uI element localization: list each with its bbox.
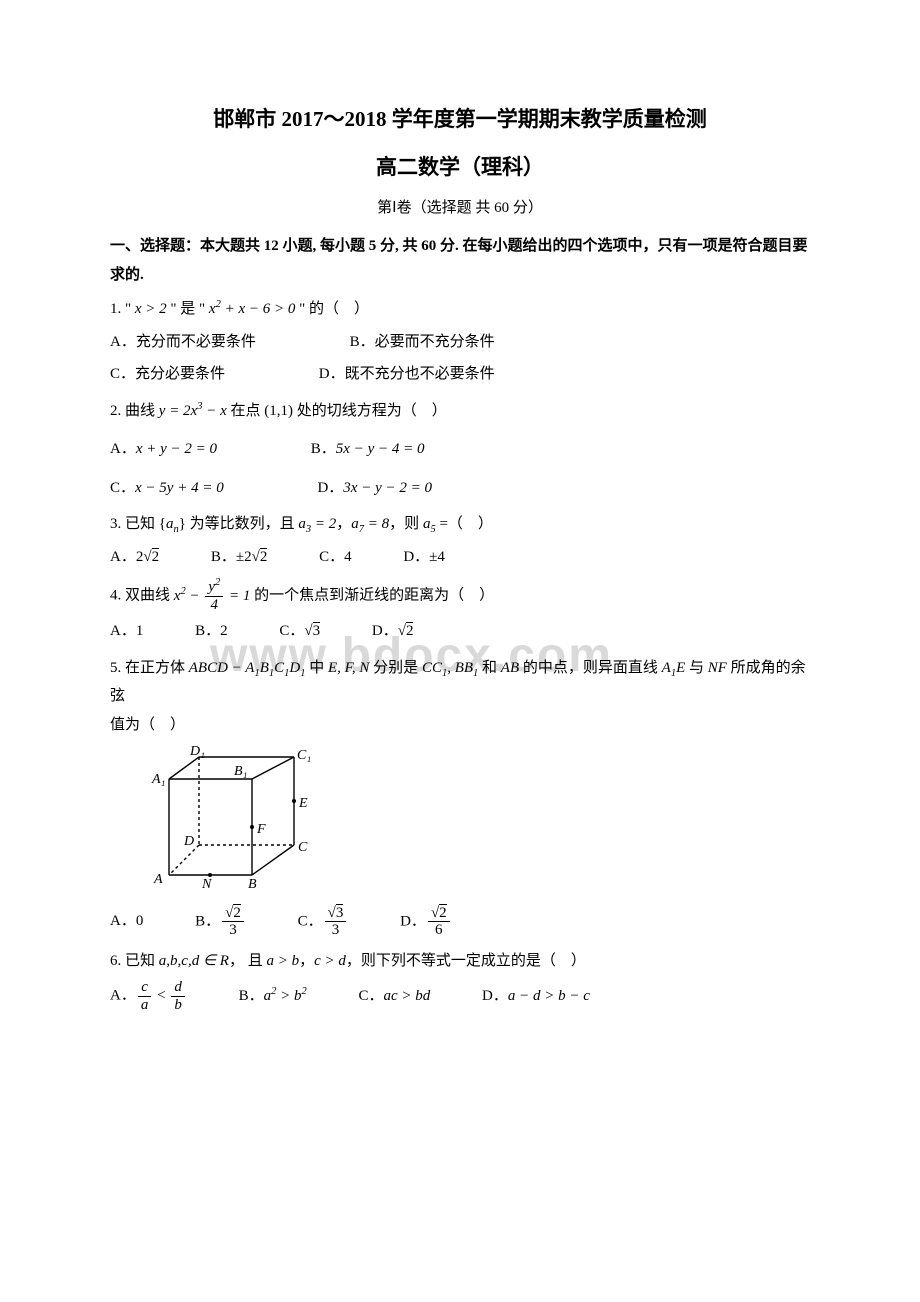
q1-expr1: x > 2 bbox=[135, 301, 167, 317]
lbl-a: A bbox=[153, 872, 163, 887]
lbl-n: N bbox=[201, 877, 212, 890]
q1-stem-post: " 的（ ） bbox=[295, 301, 369, 317]
q4-opt-a: A．1 bbox=[110, 617, 143, 646]
q3-a7: a7 = 8 bbox=[351, 516, 389, 532]
section-head: 第Ⅰ卷（选择题 共 60 分） bbox=[110, 194, 810, 223]
question-5: 5. 在正方体 ABCD − A1B1C1D1 中 E, F, N 分别是 CC… bbox=[110, 654, 810, 939]
q5-line2: 值为（ ） bbox=[110, 711, 810, 740]
lbl-e: E bbox=[298, 796, 308, 811]
q3-a5: a5 bbox=[423, 516, 436, 532]
q6-comma: ， bbox=[299, 953, 314, 969]
q4-opt-c: C．√3 bbox=[279, 617, 320, 646]
q2-stem-pre: 2. 曲线 bbox=[110, 403, 159, 419]
q5-l1: A1E bbox=[662, 660, 686, 676]
q5-pre: 5. 在正方体 bbox=[110, 660, 189, 676]
q6-c2: c > d bbox=[314, 953, 346, 969]
question-4: 4. 双曲线 x2 − y24 = 1 的一个焦点到渐近线的距离为（ ） A．1… bbox=[110, 579, 810, 646]
q1-opt-d: D．既不充分也不必要条件 bbox=[319, 360, 495, 389]
q5-opt-d: D．√26 bbox=[400, 905, 452, 939]
q3-a3: a3 = 2 bbox=[298, 516, 336, 532]
q1-stem-pre: 1. " bbox=[110, 301, 135, 317]
lbl-b1: B₁ bbox=[234, 764, 247, 779]
q2-expr: y = 2x3 − x bbox=[159, 403, 227, 419]
lbl-c1: C₁ bbox=[297, 748, 311, 763]
cube-diagram: D₁ C₁ A₁ B₁ D C A B E F N bbox=[144, 745, 810, 901]
q6-post: ，则下列不等式一定成立的是（ ） bbox=[346, 953, 586, 969]
q3-opt-b: B．±2√2 bbox=[211, 543, 267, 572]
title-sub: 高二数学（理科） bbox=[110, 148, 810, 188]
q5-cube: ABCD − A1B1C1D1 bbox=[189, 660, 306, 676]
q5-mid1: 中 bbox=[306, 660, 329, 676]
q1-opt-a: A．充分而不必要条件 bbox=[110, 328, 256, 357]
q5-mids: CC1, BB1 bbox=[422, 660, 478, 676]
q1-opt-c: C．充分必要条件 bbox=[110, 360, 225, 389]
q1-stem-mid: " 是 " bbox=[167, 301, 209, 317]
q2-opt-c: C．x − 5y + 4 = 0 bbox=[110, 474, 224, 503]
q1-opt-b: B．必要而不充分条件 bbox=[350, 328, 495, 357]
lbl-b: B bbox=[248, 877, 257, 890]
q3-opt-d: D．±4 bbox=[403, 543, 445, 572]
q2-opt-b: B．5x − y − 4 = 0 bbox=[311, 435, 425, 464]
q3-c1: ， bbox=[336, 516, 351, 532]
q4-opt-b: B．2 bbox=[195, 617, 228, 646]
q5-mid2: 分别是 bbox=[369, 660, 422, 676]
q3-stem-pre: 3. 已知 { bbox=[110, 516, 166, 532]
q5-opt-b: B．√23 bbox=[195, 905, 246, 939]
q5-opt-a: A．0 bbox=[110, 907, 143, 936]
q2-stem-mid: 在点 (1,1) 处的切线方程为（ ） bbox=[227, 403, 447, 419]
q3-mid2: ，则 bbox=[389, 516, 423, 532]
q5-mid3: 的中点，则异面直线 bbox=[519, 660, 662, 676]
q5-opt-c: C．√33 bbox=[298, 905, 349, 939]
q1-expr2: x2 + x − 6 > 0 bbox=[209, 301, 295, 317]
q4-opt-d: D．√2 bbox=[372, 617, 414, 646]
q2-opt-a: A．x + y − 2 = 0 bbox=[110, 435, 217, 464]
question-1: 1. " x > 2 " 是 " x2 + x − 6 > 0 " 的（ ） A… bbox=[110, 295, 810, 389]
q4-post: 的一个焦点到渐近线的距离为（ ） bbox=[250, 588, 494, 604]
q3-post: =（ ） bbox=[436, 516, 493, 532]
q6-c1: a > b bbox=[266, 953, 299, 969]
lbl-c: C bbox=[298, 840, 308, 855]
q6-mid1: ， 且 bbox=[229, 953, 267, 969]
title-main: 邯郸市 2017～2018 学年度第一学期期末教学质量检测 bbox=[110, 100, 810, 140]
lbl-a1: A₁ bbox=[151, 772, 165, 787]
q5-and: 和 bbox=[478, 660, 501, 676]
question-3: 3. 已知 {an} 为等比数列，且 a3 = 2，a7 = 8，则 a5 =（… bbox=[110, 510, 810, 571]
q5-with: 与 bbox=[685, 660, 708, 676]
lbl-d: D bbox=[183, 834, 194, 849]
q6-opt-b: B．a2 > b2 bbox=[239, 982, 307, 1011]
q6-pre: 6. 已知 bbox=[110, 953, 159, 969]
q6-opt-c: C．ac > bd bbox=[358, 982, 430, 1011]
q4-expr: x2 − y24 = 1 bbox=[174, 588, 251, 604]
q6-opt-d: D．a − d > b − c bbox=[482, 982, 590, 1011]
question-6: 6. 已知 a,b,c,d ∈ R， 且 a > b，c > d，则下列不等式一… bbox=[110, 947, 810, 1014]
q2-opt-d: D．3x − y − 2 = 0 bbox=[317, 474, 432, 503]
q3-mid1: } 为等比数列，且 bbox=[179, 516, 299, 532]
q3-seq: an bbox=[166, 516, 179, 532]
q3-opt-c: C．4 bbox=[319, 543, 352, 572]
lbl-d1: D₁ bbox=[189, 745, 205, 759]
q5-ab: AB bbox=[501, 660, 519, 676]
q3-opt-a: A．2√2 bbox=[110, 543, 159, 572]
q6-opt-a: A．ca < db bbox=[110, 979, 187, 1013]
instructions: 一、选择题：本大题共 12 小题, 每小题 5 分, 共 60 分. 在每小题给… bbox=[110, 232, 810, 289]
q5-pts: E, F, N bbox=[328, 660, 369, 676]
lbl-f: F bbox=[256, 822, 266, 837]
q4-stem-pre: 4. 双曲线 bbox=[110, 588, 174, 604]
page-content: 邯郸市 2017～2018 学年度第一学期期末教学质量检测 高二数学（理科） 第… bbox=[110, 100, 810, 1013]
q6-set: a,b,c,d ∈ R bbox=[159, 953, 229, 969]
question-2: 2. 曲线 y = 2x3 − x 在点 (1,1) 处的切线方程为（ ） A．… bbox=[110, 397, 810, 503]
q5-l2: NF bbox=[708, 660, 727, 676]
